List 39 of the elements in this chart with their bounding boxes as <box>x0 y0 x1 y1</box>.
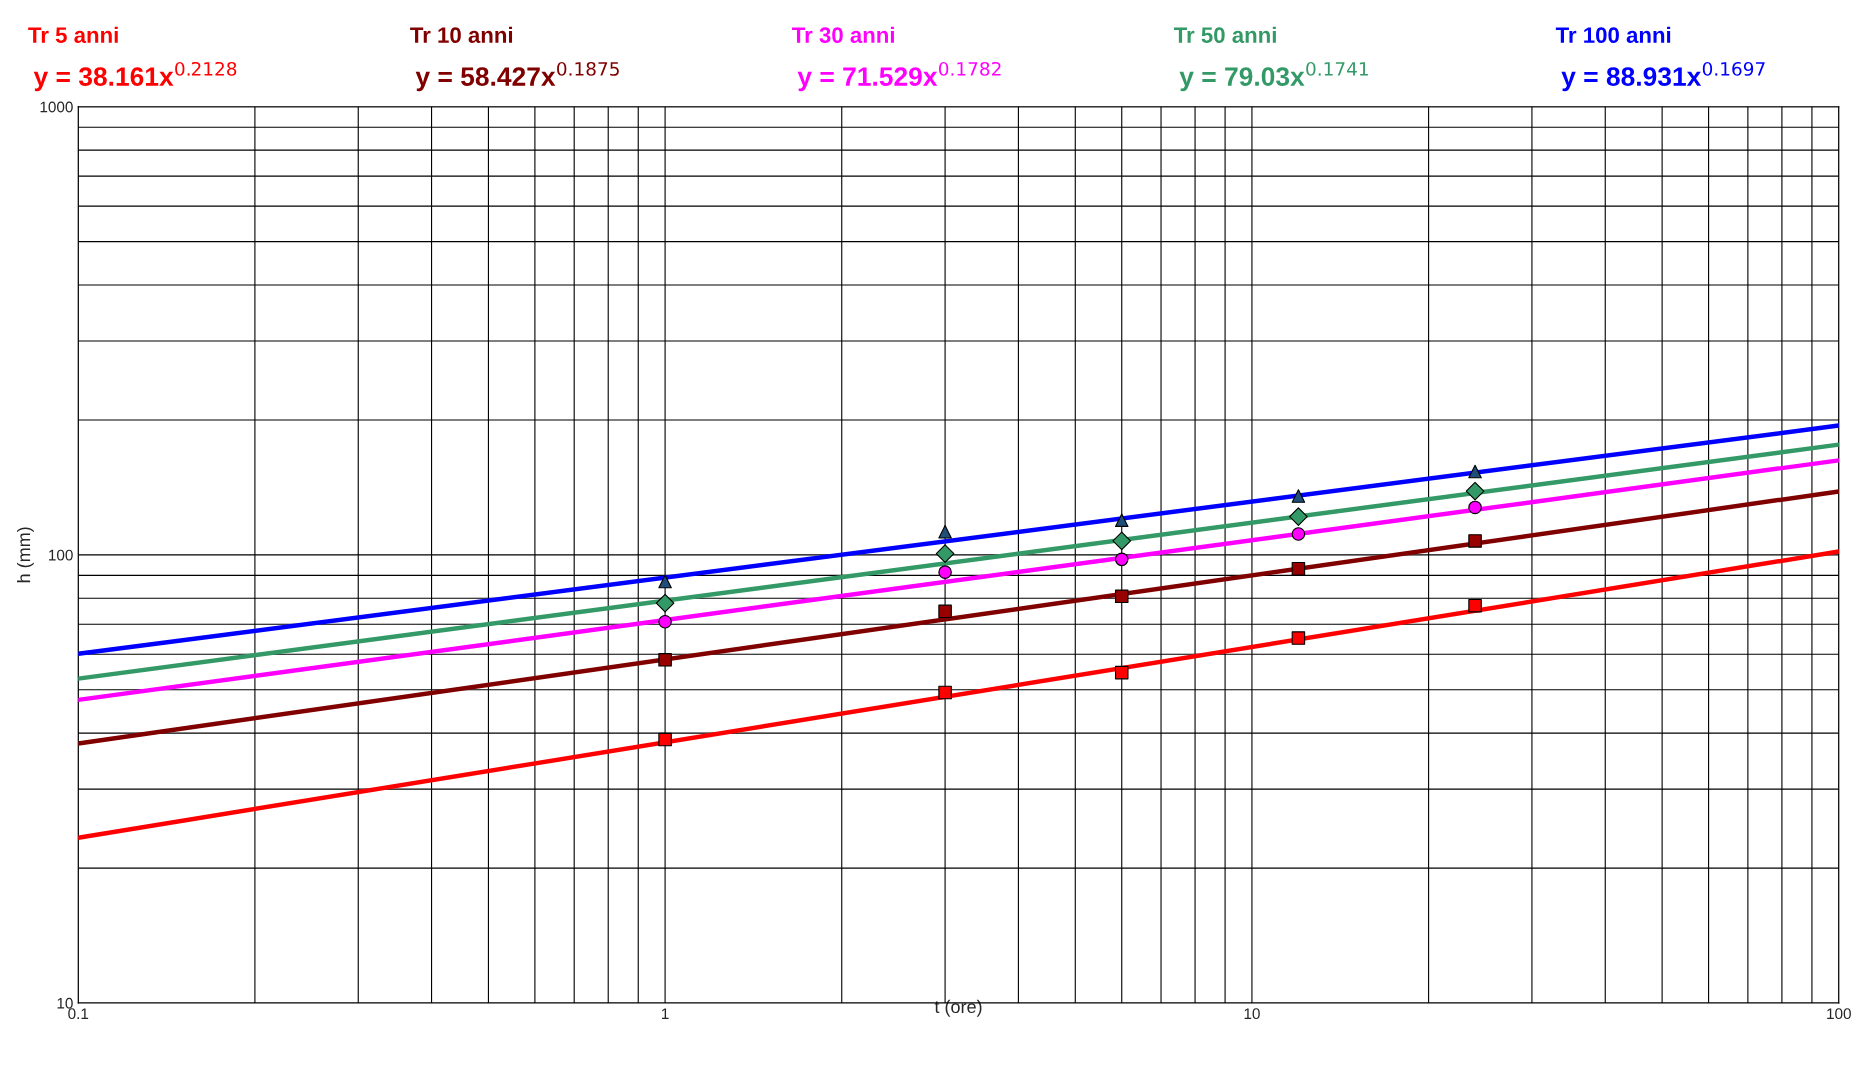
point <box>1468 534 1482 548</box>
y-axis-title: h (mm) <box>17 527 34 583</box>
point <box>1114 589 1129 604</box>
x-tick-label: 10 <box>1244 1008 1260 1020</box>
text: Tr 100 anni <box>1555 26 1671 43</box>
point <box>1114 665 1129 680</box>
text: Tr 10 anni <box>410 26 513 43</box>
text: Tr 5 anni <box>28 26 118 43</box>
point <box>1289 507 1308 526</box>
point <box>938 604 952 619</box>
x-axis-title: t (ore) <box>934 999 982 1017</box>
text: y = 38.161x$^{0.2128}$ <box>33 61 237 92</box>
point <box>1291 527 1306 541</box>
text: y = 58.427x$^{0.1875}$ <box>415 61 619 92</box>
text: y = 71.529x$^{0.1782}$ <box>797 61 1001 92</box>
x-tick-label: 1 <box>662 1008 669 1019</box>
x-tick-label: 100 <box>1827 1008 1851 1020</box>
text: y = 79.03x$^{0.1741}$ <box>1179 61 1368 92</box>
point <box>1114 552 1129 567</box>
point <box>1291 631 1306 645</box>
y-tick-label: 100 <box>49 549 73 561</box>
point <box>938 565 952 579</box>
text: Tr 50 anni <box>1173 26 1276 43</box>
point <box>1291 561 1306 576</box>
y-tick-label: 10 <box>57 997 73 1009</box>
x-tick-label: 0.1 <box>68 1008 89 1020</box>
point <box>1468 598 1482 613</box>
y-tick-label: 1000 <box>40 101 73 113</box>
point <box>1465 481 1485 501</box>
point <box>1112 531 1132 551</box>
point <box>1291 489 1306 503</box>
text: Tr 30 anni <box>792 26 894 44</box>
point <box>1114 513 1129 527</box>
point <box>935 544 955 564</box>
point <box>1468 464 1482 479</box>
text: y = 88.931x$^{0.1697}$ <box>1561 61 1765 92</box>
point <box>1468 500 1482 515</box>
point <box>938 685 952 700</box>
point <box>938 524 952 539</box>
